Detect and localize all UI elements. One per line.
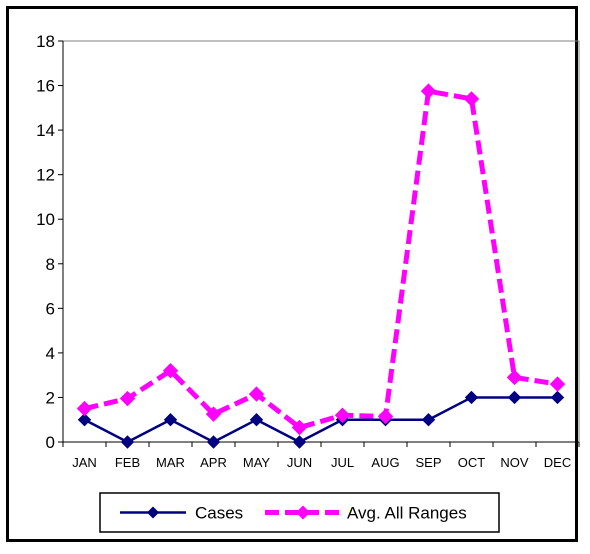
data-point xyxy=(205,406,222,422)
x-tick-label: JAN xyxy=(72,455,97,470)
x-tick-label: OCT xyxy=(458,455,486,470)
data-point xyxy=(163,413,178,427)
data-point xyxy=(206,435,221,449)
data-point xyxy=(292,435,307,449)
chart-frame xyxy=(6,6,578,542)
series-layer xyxy=(76,83,566,449)
legend-marker-cases xyxy=(147,506,159,519)
data-point xyxy=(464,390,479,405)
data-point xyxy=(334,407,351,423)
data-point xyxy=(550,390,565,405)
data-point xyxy=(506,369,523,386)
data-point xyxy=(249,413,264,427)
x-tick-label: MAR xyxy=(156,455,185,470)
y-tick-label: 8 xyxy=(46,255,55,274)
data-point xyxy=(120,435,135,449)
data-point xyxy=(248,386,265,402)
y-tick-label: 10 xyxy=(36,210,55,229)
x-tick-label: JUL xyxy=(331,455,354,470)
series-line xyxy=(83,396,558,444)
y-tick-label: 18 xyxy=(36,32,55,51)
legend-label-cases: Cases xyxy=(195,504,243,523)
data-point xyxy=(76,400,93,417)
data-point xyxy=(77,413,92,427)
data-point xyxy=(119,390,136,407)
axes: 0 2 4 6 8 10 12 14 16 18 JAN FEB MAR APR MAY JUN JUL AUG S… xyxy=(36,32,580,470)
data-point xyxy=(377,408,394,425)
x-tick-label: DEC xyxy=(544,455,571,470)
x-tick-label: MAY xyxy=(243,455,271,470)
x-tick-label: NOV xyxy=(500,455,529,470)
x-tick-label: JUN xyxy=(287,455,312,470)
data-point xyxy=(421,413,436,427)
x-tick-label: FEB xyxy=(115,455,140,470)
legend-label-avg: Avg. All Ranges xyxy=(347,504,467,523)
data-point xyxy=(507,390,522,405)
data-point xyxy=(291,419,308,436)
y-tick-label: 0 xyxy=(46,433,55,452)
y-tick-label: 16 xyxy=(36,77,55,96)
y-tick-label: 2 xyxy=(46,388,55,407)
y-tick-label: 4 xyxy=(46,344,55,363)
legend-marker-avg xyxy=(296,505,310,520)
legend: Cases Avg. All Ranges xyxy=(99,492,500,533)
data-point xyxy=(162,363,179,379)
series-line xyxy=(83,88,558,431)
data-point xyxy=(420,83,437,99)
x-tick-label: SEP xyxy=(415,455,441,470)
plot-area xyxy=(62,40,580,443)
x-tick-label: AUG xyxy=(371,455,399,470)
y-tick-label: 14 xyxy=(36,121,55,140)
data-point xyxy=(549,376,566,392)
series-avg-all-ranges xyxy=(76,83,566,436)
y-tick-label: 12 xyxy=(36,166,55,185)
x-tick-label: APR xyxy=(200,455,227,470)
data-point xyxy=(463,91,480,107)
y-tick-label: 6 xyxy=(46,299,55,318)
